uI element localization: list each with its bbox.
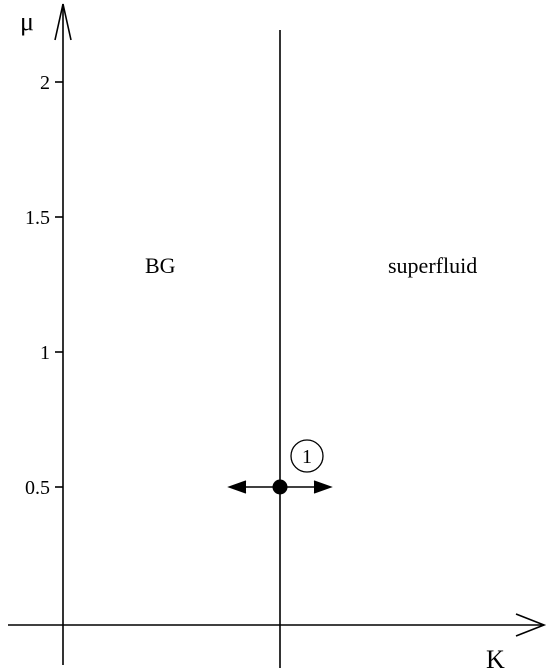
y-tick-label: 0.5	[25, 477, 50, 499]
region-label-superfluid: superfluid	[388, 253, 477, 278]
y-tick-label: 2	[40, 72, 50, 94]
y-axis-label: μ	[20, 7, 34, 36]
y-axis-arrowhead	[54, 3, 72, 41]
region-label-bg: BG	[145, 253, 176, 278]
fixed-point-label-circle	[290, 439, 324, 473]
x-axis-label: K	[486, 645, 505, 672]
y-tick-1: 1	[40, 342, 63, 364]
fixed-point-label: 1	[302, 446, 312, 468]
y-tick-label: 1.5	[25, 207, 50, 229]
y-tick-3: 2	[40, 72, 63, 94]
x-axis-arrowhead	[515, 613, 547, 637]
y-tick-label: 1	[40, 342, 50, 364]
flow-arrowhead-right	[313, 480, 333, 494]
fixed-point-dot	[272, 479, 288, 495]
y-tick-2: 1.5	[25, 207, 63, 229]
flow-arrowhead-left	[227, 480, 247, 494]
y-tick-0: 0.5	[25, 477, 63, 499]
